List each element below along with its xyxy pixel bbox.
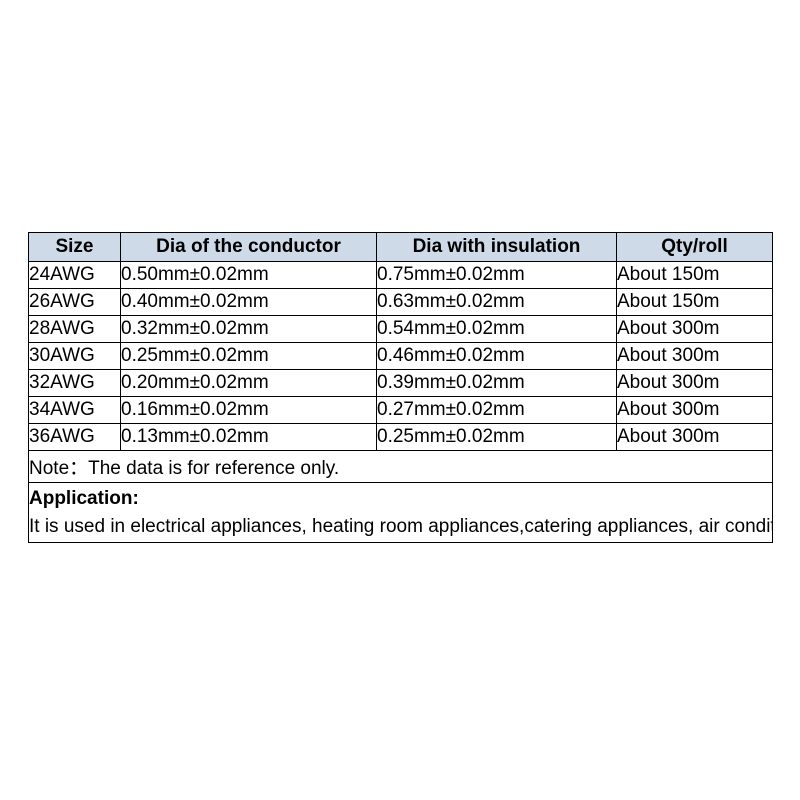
cell-size: 26AWG [29,289,121,316]
cell-conductor: 0.40mm±0.02mm [121,289,377,316]
cell-qty: About 300m [617,424,773,451]
col-header-size: Size [29,233,121,262]
cell-insulation: 0.27mm±0.02mm [377,397,617,424]
application-cell: Application: It is used in electrical ap… [29,483,773,543]
header-row: Size Dia of the conductor Dia with insul… [29,233,773,262]
cell-size: 36AWG [29,424,121,451]
spec-table: Size Dia of the conductor Dia with insul… [28,232,773,543]
cell-conductor: 0.20mm±0.02mm [121,370,377,397]
application-body: It is used in electrical appliances, hea… [29,516,773,537]
table-row: 34AWG0.16mm±0.02mm0.27mm±0.02mmAbout 300… [29,397,773,424]
table-row: 32AWG0.20mm±0.02mm0.39mm±0.02mmAbout 300… [29,370,773,397]
table-row: 36AWG0.13mm±0.02mm0.25mm±0.02mmAbout 300… [29,424,773,451]
cell-size: 24AWG [29,262,121,289]
note-cell: Note：The data is for reference only. [29,451,773,483]
spec-table-container: Size Dia of the conductor Dia with insul… [28,232,772,543]
cell-size: 32AWG [29,370,121,397]
cell-conductor: 0.16mm±0.02mm [121,397,377,424]
cell-size: 34AWG [29,397,121,424]
cell-qty: About 150m [617,289,773,316]
table-row: 26AWG0.40mm±0.02mm0.63mm±0.02mmAbout 150… [29,289,773,316]
cell-insulation: 0.63mm±0.02mm [377,289,617,316]
cell-conductor: 0.50mm±0.02mm [121,262,377,289]
cell-conductor: 0.25mm±0.02mm [121,343,377,370]
cell-qty: About 300m [617,397,773,424]
cell-size: 28AWG [29,316,121,343]
spec-table-head: Size Dia of the conductor Dia with insul… [29,233,773,262]
cell-insulation: 0.75mm±0.02mm [377,262,617,289]
table-row: 30AWG0.25mm±0.02mm0.46mm±0.02mmAbout 300… [29,343,773,370]
col-header-qty: Qty/roll [617,233,773,262]
col-header-conductor: Dia of the conductor [121,233,377,262]
col-header-insulation: Dia with insulation [377,233,617,262]
table-row: 24AWG0.50mm±0.02mm0.75mm±0.02mmAbout 150… [29,262,773,289]
cell-insulation: 0.39mm±0.02mm [377,370,617,397]
note-row: Note：The data is for reference only. [29,451,773,483]
cell-conductor: 0.32mm±0.02mm [121,316,377,343]
table-row: 28AWG0.32mm±0.02mm0.54mm±0.02mmAbout 300… [29,316,773,343]
application-row: Application: It is used in electrical ap… [29,483,773,543]
cell-qty: About 300m [617,343,773,370]
cell-insulation: 0.46mm±0.02mm [377,343,617,370]
cell-qty: About 150m [617,262,773,289]
application-heading: Application: [29,488,139,509]
cell-insulation: 0.54mm±0.02mm [377,316,617,343]
cell-insulation: 0.25mm±0.02mm [377,424,617,451]
cell-size: 30AWG [29,343,121,370]
cell-qty: About 300m [617,316,773,343]
spec-table-body: 24AWG0.50mm±0.02mm0.75mm±0.02mmAbout 150… [29,262,773,451]
cell-conductor: 0.13mm±0.02mm [121,424,377,451]
cell-qty: About 300m [617,370,773,397]
spec-table-footer: Note：The data is for reference only. App… [29,451,773,543]
